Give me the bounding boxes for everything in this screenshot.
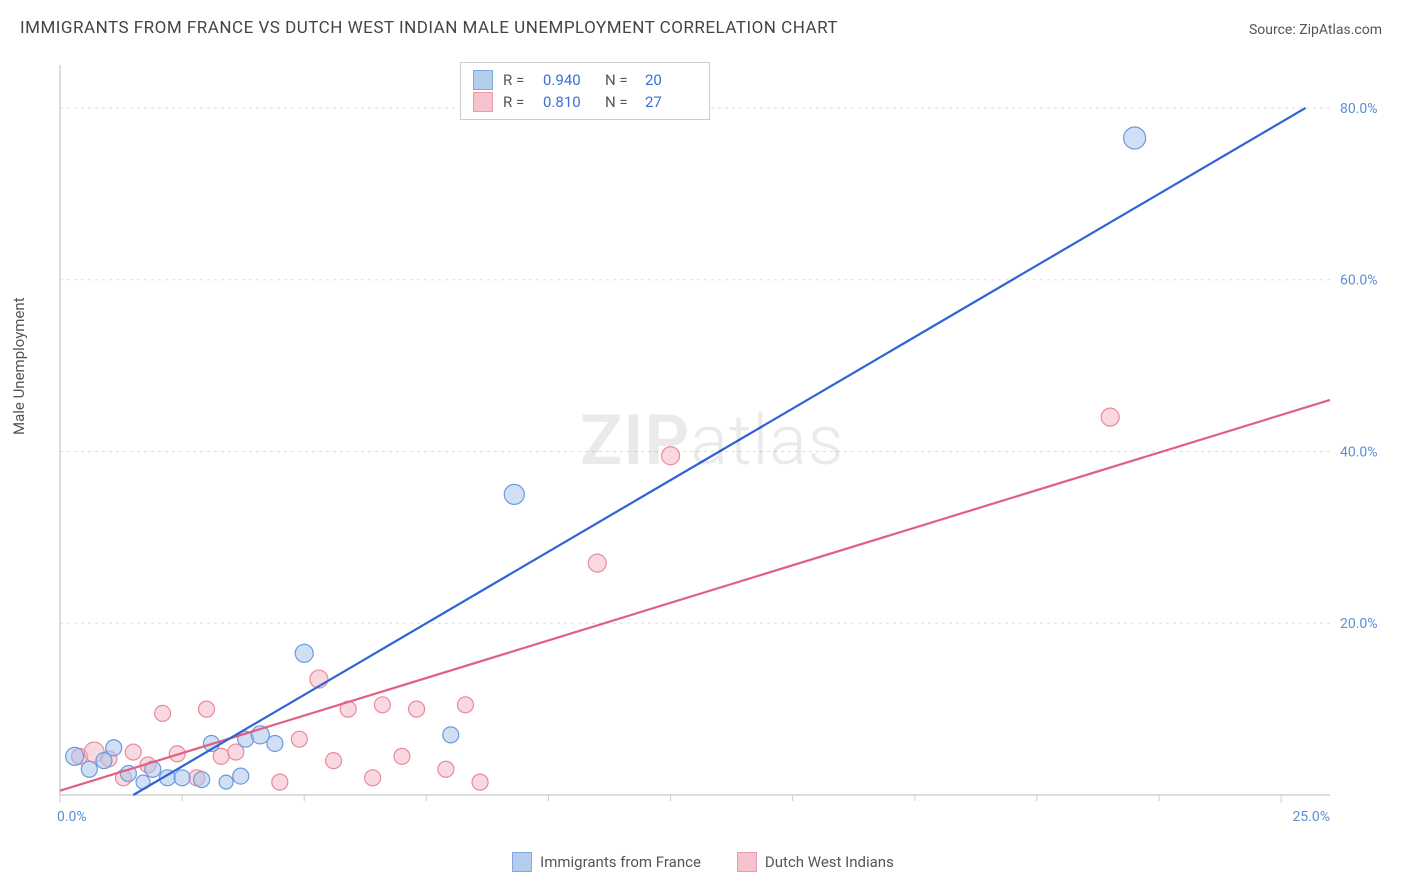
y-axis-label: Male Unemployment <box>10 297 28 435</box>
data-point <box>81 761 97 777</box>
chart-title: IMMIGRANTS FROM FRANCE VS DUTCH WEST IND… <box>20 18 838 38</box>
source-value: ZipAtlas.com <box>1299 22 1382 38</box>
data-point <box>267 735 283 751</box>
data-point <box>409 701 425 717</box>
data-point <box>272 774 288 790</box>
data-point <box>374 697 390 713</box>
n-value: 27 <box>645 91 697 113</box>
r-value: 0.940 <box>543 69 595 91</box>
data-point <box>291 731 307 747</box>
legend-item: Immigrants from France <box>512 852 701 872</box>
n-label: N = <box>605 69 635 91</box>
y-tick-label: 40.0% <box>1340 444 1378 460</box>
data-point <box>588 554 606 572</box>
data-point <box>472 774 488 790</box>
data-point <box>457 697 473 713</box>
legend-label: Immigrants from France <box>540 853 701 871</box>
data-point <box>106 740 122 756</box>
data-point <box>219 775 233 789</box>
legend-swatch <box>512 852 532 872</box>
y-tick-label: 80.0% <box>1340 101 1378 117</box>
legend-swatch <box>737 852 757 872</box>
data-point <box>295 644 313 662</box>
n-label: N = <box>605 91 635 113</box>
legend-row: R = 0.940 N = 20 <box>473 69 697 91</box>
data-point <box>1124 127 1146 149</box>
trend-line <box>133 108 1305 795</box>
data-point <box>155 705 171 721</box>
data-point <box>504 484 524 504</box>
source-attribution: Source: ZipAtlas.com <box>1249 22 1382 38</box>
legend-swatch <box>473 92 493 112</box>
data-point <box>438 761 454 777</box>
data-point <box>662 447 680 465</box>
data-point <box>365 770 381 786</box>
legend-row: R = 0.810 N = 27 <box>473 91 697 113</box>
source-label: Source: <box>1249 22 1299 38</box>
data-point <box>1101 408 1119 426</box>
legend-swatch <box>473 70 493 90</box>
legend-item: Dutch West Indians <box>737 852 894 872</box>
data-point <box>125 744 141 760</box>
data-point <box>199 701 215 717</box>
n-value: 20 <box>645 69 697 91</box>
y-tick-label: 20.0% <box>1340 616 1378 632</box>
data-point <box>326 753 342 769</box>
r-value: 0.810 <box>543 91 595 113</box>
y-tick-label: 60.0% <box>1340 273 1378 289</box>
correlation-scatter-chart: 20.0% 40.0% 60.0% 80.0% 0.0% 25.0% <box>55 55 1385 835</box>
correlation-legend: R = 0.940 N = 20 R = 0.810 N = 27 <box>460 62 710 120</box>
data-point <box>174 770 190 786</box>
trend-line <box>60 400 1330 791</box>
series-legend: Immigrants from France Dutch West Indians <box>0 852 1406 876</box>
x-tick-label: 0.0% <box>57 809 87 825</box>
chart-area: 20.0% 40.0% 60.0% 80.0% 0.0% 25.0% <box>55 55 1385 835</box>
data-point <box>394 748 410 764</box>
data-point <box>233 768 249 784</box>
r-label: R = <box>503 91 533 113</box>
x-tick-label: 25.0% <box>1292 809 1330 825</box>
data-point <box>443 727 459 743</box>
data-point <box>66 747 84 765</box>
r-label: R = <box>503 69 533 91</box>
legend-label: Dutch West Indians <box>765 853 894 871</box>
data-point <box>194 772 210 788</box>
